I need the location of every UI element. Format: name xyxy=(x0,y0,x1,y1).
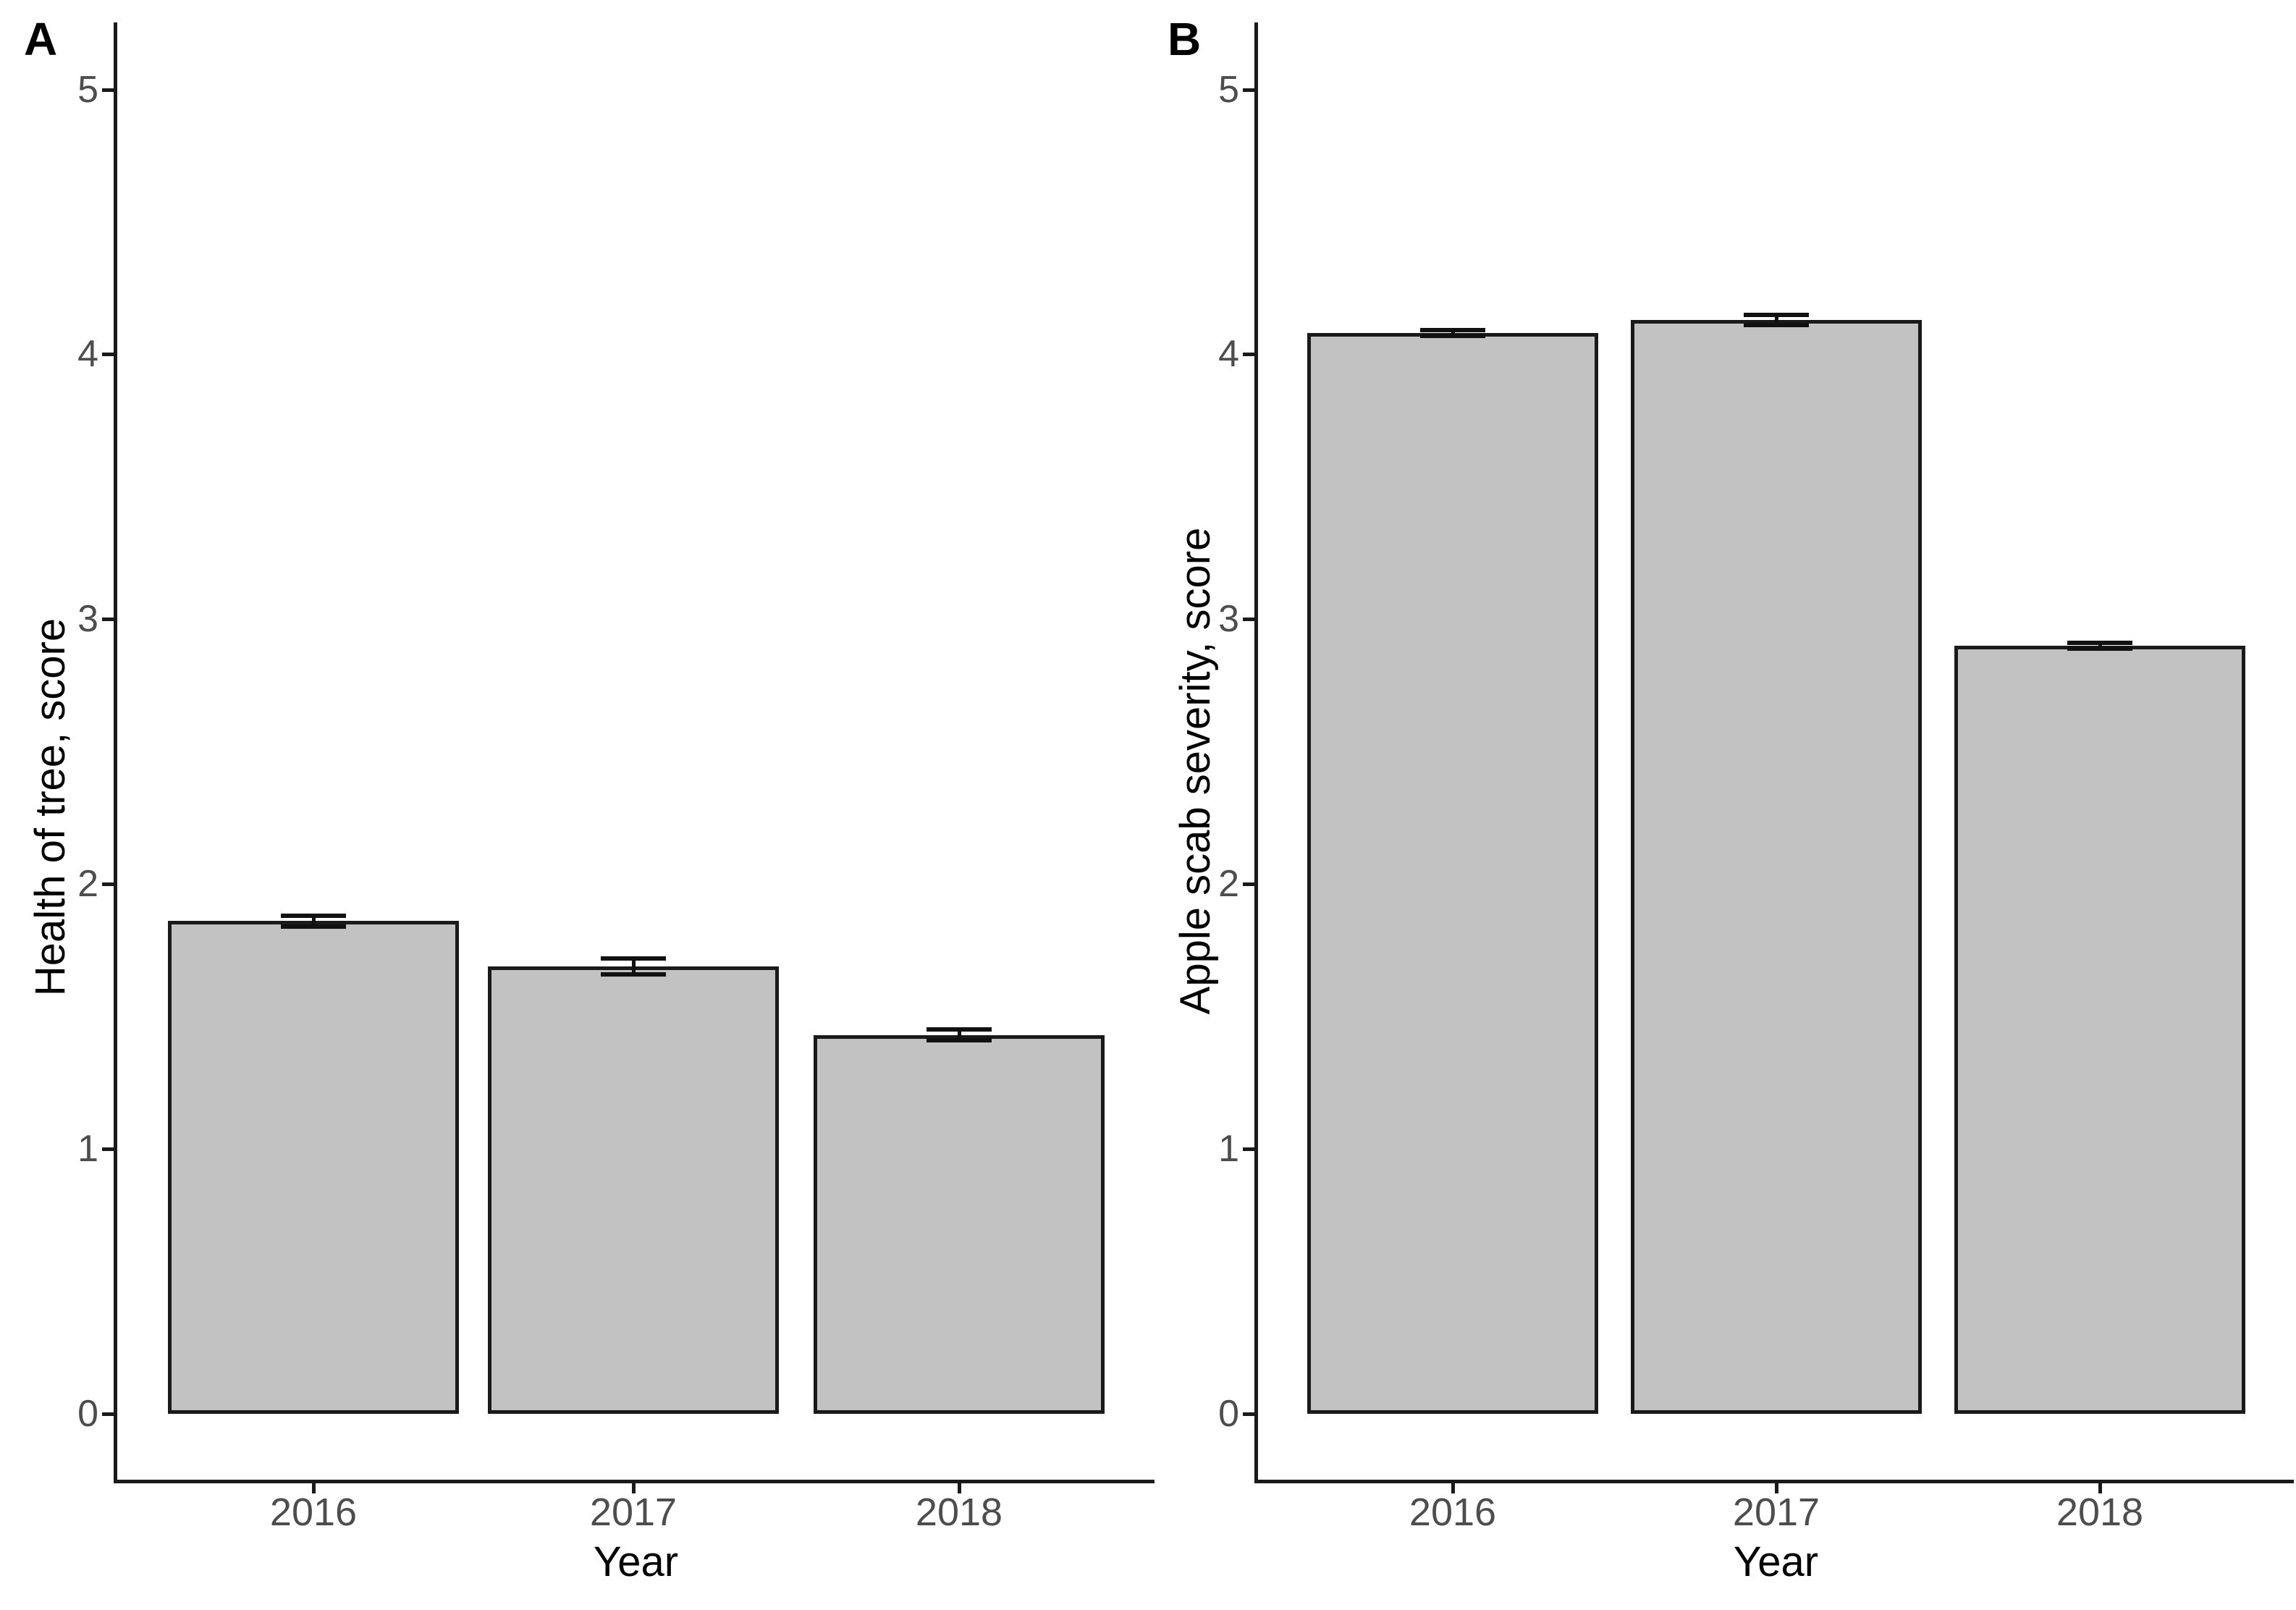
error-bar-cap-bottom xyxy=(927,1038,992,1043)
y-tick xyxy=(102,882,114,887)
error-bar-cap-bottom xyxy=(1420,333,1485,338)
x-axis-line xyxy=(114,1480,1155,1483)
y-tick-label: 4 xyxy=(1218,333,1239,376)
x-tick-label: 2017 xyxy=(589,1491,678,1534)
error-bar-cap-top xyxy=(601,956,666,961)
y-tick xyxy=(102,88,114,92)
error-bar-cap-bottom xyxy=(281,924,346,929)
error-bar-vline xyxy=(2098,643,2102,649)
x-tick xyxy=(958,1483,961,1493)
y-tick xyxy=(1243,88,1254,92)
y-tick xyxy=(1243,1412,1254,1416)
x-axis-title: Year xyxy=(593,1538,679,1585)
bar-2018 xyxy=(814,1034,1105,1414)
bar-2017 xyxy=(1631,319,1922,1414)
bar-2017 xyxy=(488,966,779,1414)
x-axis-title: Year xyxy=(1733,1538,1819,1585)
x-tick-label: 2016 xyxy=(1409,1491,1497,1534)
y-tick-label: 3 xyxy=(1218,598,1239,641)
x-tick-label: 2018 xyxy=(915,1491,1003,1534)
y-tick-label: 5 xyxy=(1218,68,1239,111)
y-tick-label: 0 xyxy=(77,1393,98,1435)
x-tick xyxy=(1775,1483,1778,1493)
y-tick-label: 0 xyxy=(1218,1393,1239,1435)
bar-2018 xyxy=(1954,645,2245,1414)
y-axis-title: Health of tree, score xyxy=(27,618,74,997)
error-bar-cap-bottom xyxy=(1744,323,1809,328)
error-bar-vline xyxy=(1774,314,1778,326)
error-bar-cap-top xyxy=(927,1027,992,1032)
x-tick-label: 2017 xyxy=(1732,1491,1820,1534)
x-tick-label: 2018 xyxy=(2056,1491,2144,1534)
x-tick xyxy=(312,1483,316,1493)
panel-letter: B xyxy=(1168,13,1202,65)
y-tick-label: 2 xyxy=(1218,863,1239,906)
error-bar-vline xyxy=(631,958,636,974)
y-tick-label: 2 xyxy=(77,863,98,906)
error-bar-vline xyxy=(311,916,316,927)
y-tick-label: 4 xyxy=(77,333,98,376)
panel-letter: A xyxy=(24,13,58,65)
error-bar-cap-bottom xyxy=(601,972,666,977)
y-axis-line xyxy=(114,22,117,1483)
y-tick-label: 1 xyxy=(77,1128,98,1171)
x-tick xyxy=(2098,1483,2102,1493)
error-bar-vline xyxy=(1451,330,1455,336)
bar-2016 xyxy=(1307,333,1598,1414)
error-bar-cap-top xyxy=(2067,641,2132,646)
error-bar-cap-top xyxy=(1744,312,1809,317)
y-axis-title: Apple scab severity, score xyxy=(1172,527,1219,1015)
x-tick xyxy=(1451,1483,1455,1493)
y-tick xyxy=(1243,353,1254,357)
y-tick xyxy=(1243,882,1254,887)
y-tick xyxy=(102,353,114,357)
y-tick-label: 1 xyxy=(1218,1128,1239,1171)
y-tick-label: 5 xyxy=(77,68,98,111)
error-bar-cap-top xyxy=(281,914,346,919)
x-axis-line xyxy=(1254,1480,2294,1483)
error-bar-vline xyxy=(957,1029,961,1041)
y-tick xyxy=(1243,618,1254,622)
y-axis-line xyxy=(1254,22,1258,1483)
y-tick xyxy=(102,1147,114,1152)
x-tick xyxy=(632,1483,636,1493)
y-tick xyxy=(102,618,114,622)
error-bar-cap-top xyxy=(1420,328,1485,333)
y-tick xyxy=(1243,1147,1254,1152)
x-tick-label: 2016 xyxy=(269,1491,358,1534)
error-bar-cap-bottom xyxy=(2067,646,2132,651)
bar-2016 xyxy=(168,921,459,1414)
y-tick-label: 3 xyxy=(77,598,98,641)
y-tick xyxy=(102,1412,114,1416)
